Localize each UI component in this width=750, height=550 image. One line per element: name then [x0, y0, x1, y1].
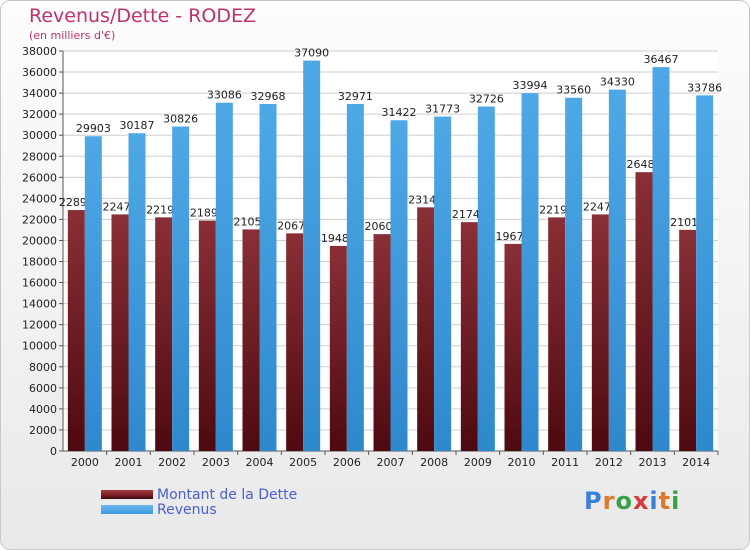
bar-revenus [215, 102, 233, 451]
logo-letter: o [615, 487, 633, 515]
bar-dette [373, 234, 391, 451]
bar-dette [679, 229, 697, 451]
y-tick-label: 0 [50, 445, 57, 458]
logo-letter: t [658, 487, 672, 515]
y-tick-label: 8000 [29, 361, 57, 374]
x-tick-label: 2003 [202, 456, 230, 469]
data-label-revenus: 37090 [294, 47, 329, 60]
bar-dette [67, 210, 85, 451]
bar-dette [155, 217, 173, 451]
data-label-revenus: 30187 [120, 119, 155, 132]
y-tick-label: 2000 [29, 424, 57, 437]
x-tick-label: 2010 [508, 456, 536, 469]
bar-dette [111, 214, 129, 451]
bar-dette [417, 207, 435, 451]
legend-item-dette: Montant de la Dette [101, 486, 298, 503]
chart-subtitle: (en milliers d'€) [29, 29, 116, 42]
chart-title: Revenus/Dette - RODEZ [29, 5, 257, 27]
y-tick-label: 36000 [22, 66, 57, 79]
bar-revenus [346, 103, 364, 452]
data-label-revenus: 33786 [687, 81, 722, 94]
x-tick-label: 2007 [377, 456, 405, 469]
x-tick-label: 2005 [289, 456, 317, 469]
bar-revenus [565, 97, 583, 451]
bar-revenus [521, 93, 539, 451]
y-tick-label: 22000 [22, 213, 57, 226]
logo-letter: i [671, 487, 681, 515]
bar-dette [504, 243, 522, 451]
y-tick-label: 18000 [22, 256, 57, 269]
y-tick-label: 28000 [22, 150, 57, 163]
data-label-revenus: 31422 [382, 106, 417, 119]
x-tick-label: 2012 [595, 456, 623, 469]
y-tick-label: 16000 [22, 277, 57, 290]
x-tick-label: 2006 [333, 456, 361, 469]
bar-revenus [84, 136, 102, 452]
legend-swatch-dette [101, 490, 153, 499]
y-tick-label: 24000 [22, 192, 57, 205]
bar-dette [329, 245, 347, 451]
data-label-revenus: 31773 [425, 103, 460, 116]
y-tick-label: 14000 [22, 298, 57, 311]
data-label-revenus: 34330 [600, 76, 635, 89]
data-label-revenus: 29903 [76, 122, 111, 135]
y-tick-label: 30000 [22, 129, 57, 142]
x-tick-label: 2008 [420, 456, 448, 469]
bar-dette [242, 229, 260, 451]
data-label-revenus: 30826 [163, 113, 198, 126]
x-tick-label: 2004 [246, 456, 274, 469]
y-tick-label: 34000 [22, 87, 57, 100]
legend: Montant de la Dette Revenus [101, 486, 298, 518]
x-tick-label: 2009 [464, 456, 492, 469]
bar-revenus [390, 120, 408, 452]
data-label-revenus: 33086 [207, 89, 242, 102]
bar-dette [548, 217, 566, 451]
data-label-revenus: 32726 [469, 93, 504, 106]
bar-dette [635, 172, 653, 451]
data-label-revenus: 32971 [338, 90, 373, 103]
legend-swatch-revenus [101, 505, 153, 514]
x-tick-label: 2002 [158, 456, 186, 469]
bar-revenus [303, 60, 321, 451]
x-tick-label: 2001 [115, 456, 143, 469]
bar-dette [286, 233, 304, 451]
bar-dette [198, 220, 216, 451]
x-tick-label: 2000 [71, 456, 99, 469]
y-tick-label: 38000 [22, 45, 57, 58]
bar-revenus [172, 126, 190, 451]
legend-item-revenus: Revenus [101, 501, 297, 518]
bar-revenus [434, 116, 452, 452]
bar-dette [460, 222, 478, 451]
logo-letter: r [602, 487, 616, 515]
y-tick-label: 4000 [29, 403, 57, 416]
y-tick-label: 32000 [22, 108, 57, 121]
bar-revenus [259, 103, 277, 452]
y-tick-label: 12000 [22, 319, 57, 332]
x-tick-label: 2014 [682, 456, 710, 469]
bar-revenus [608, 89, 626, 451]
logo-letter: P [584, 487, 603, 515]
bar-revenus [652, 67, 670, 451]
y-tick-label: 26000 [22, 171, 57, 184]
y-tick-label: 20000 [22, 234, 57, 247]
x-tick-label: 2011 [551, 456, 579, 469]
bar-revenus [477, 106, 495, 451]
x-tick-label: 2013 [639, 456, 667, 469]
data-label-revenus: 33560 [556, 84, 591, 97]
bar-revenus [128, 133, 146, 451]
logo-letter: i [649, 487, 659, 515]
data-label-revenus: 36467 [644, 53, 679, 66]
data-label-revenus: 33994 [513, 79, 548, 92]
y-tick-label: 6000 [29, 382, 57, 395]
bar-revenus [696, 95, 714, 451]
legend-label-revenus: Revenus [157, 501, 217, 518]
data-label-revenus: 32968 [251, 90, 286, 103]
proxiti-logo: Proxiti [584, 487, 680, 515]
logo-letter: x [632, 487, 650, 515]
legend-label-dette: Montant de la Dette [157, 486, 298, 503]
bar-dette [591, 214, 609, 451]
y-tick-label: 10000 [22, 340, 57, 353]
